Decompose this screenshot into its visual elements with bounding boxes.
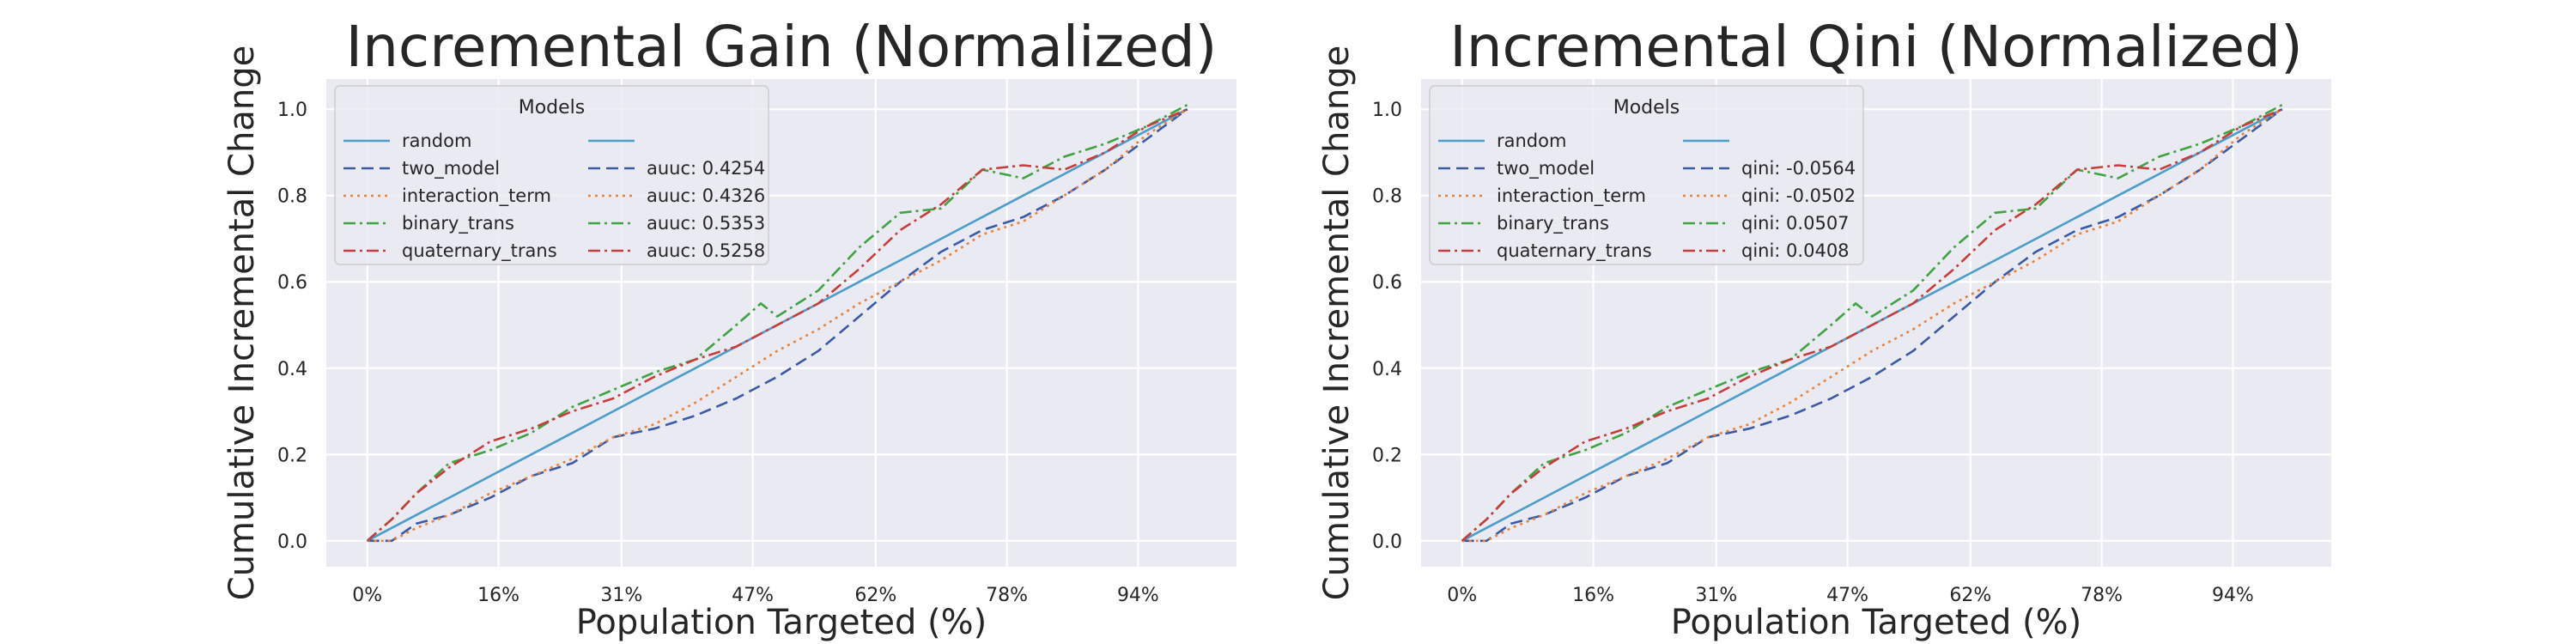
y-tick-label: 0.6 [1372, 272, 1402, 294]
x-tick-label: 47% [732, 585, 774, 606]
x-tick-label: 62% [854, 585, 896, 606]
series-line-quaternary-trans [366, 108, 1188, 542]
legend-entry-label: interaction_term [1497, 185, 1646, 207]
chart-title: Incremental Qini (Normalized) [1449, 14, 2302, 80]
chart-panel-1: 0.0 0.2 0.4 0.6 0.8 1.0 0% 16% 31% 47% 62% 78% 94% In… [222, 14, 1236, 642]
y-axis-label: Cumulative Incremental Change [222, 46, 262, 600]
x-tick-label: 16% [477, 585, 519, 606]
x-tick-label: 0% [352, 585, 382, 606]
series-line-binary-trans [1461, 104, 2283, 542]
y-tick-label: 0.0 [1372, 532, 1402, 553]
legend-entry-label: quaternary_trans [1497, 240, 1652, 262]
legend-score-label: qini: -0.0502 [1741, 185, 1856, 206]
y-tick-label: 0.8 [277, 186, 307, 208]
y-tick-label: 0.2 [1372, 445, 1402, 466]
y-tick-label: 0.4 [277, 359, 307, 380]
chart-title: Incremental Gain (Normalized) [346, 14, 1218, 80]
x-tick-label: 94% [2212, 585, 2254, 606]
x-tick-label: 78% [986, 585, 1028, 606]
series-line-interaction-term [367, 108, 1188, 543]
series-line-quaternary-trans [1461, 108, 2283, 542]
y-axis-label: Cumulative Incremental Change [1317, 46, 1357, 600]
x-tick-label: 16% [1572, 585, 1614, 606]
legend-entry-label: two_model [1497, 158, 1595, 179]
legend-score-label: qini: 0.0408 [1741, 240, 1850, 261]
y-tick-label: 0.4 [1372, 359, 1402, 380]
series-line-two-model [367, 108, 1188, 543]
chart-panel-2: 0.0 0.2 0.4 0.6 0.8 1.0 0% 16% 31% 47% 62% 78% 94% In… [1317, 14, 2331, 642]
x-tick-label: 78% [2081, 585, 2123, 606]
legend-title: Models [1613, 97, 1680, 118]
series-line-two-model [1461, 108, 2283, 543]
legend-entry-label: two_model [402, 158, 500, 179]
legend-frame [334, 85, 769, 265]
legend-score-label: auuc: 0.4326 [647, 185, 765, 206]
y-tick-label: 0.6 [277, 272, 307, 294]
y-tick-label: 1.0 [277, 100, 307, 121]
x-tick-label: 47% [1826, 585, 1868, 606]
legend-score-label: qini: -0.0564 [1741, 158, 1856, 179]
x-axis-label: Population Targeted (%) [1671, 603, 2082, 642]
legend-entry-label: binary_trans [402, 213, 514, 234]
y-tick-label: 1.0 [1372, 100, 1402, 121]
legend: Models random two_model qini: -0.0564 intera… [1429, 85, 1864, 265]
legend-score-label: auuc: 0.5258 [647, 240, 765, 261]
x-tick-label: 0% [1447, 585, 1477, 606]
legend: Models random two_model auuc: 0.4254 interac… [334, 85, 769, 265]
legend-frame [1429, 85, 1864, 265]
x-tick-label: 62% [1949, 585, 1991, 606]
legend-entry-label: binary_trans [1497, 213, 1609, 234]
legend-score-label: qini: 0.0507 [1741, 213, 1850, 234]
series-line-binary-trans [366, 104, 1188, 542]
x-axis-label: Population Targeted (%) [576, 603, 987, 642]
y-tick-label: 0.8 [1372, 186, 1402, 208]
legend-title: Models [519, 97, 586, 118]
x-tick-label: 94% [1117, 585, 1159, 606]
legend-entry-label: quaternary_trans [402, 240, 557, 262]
legend-entry-label: random [1497, 131, 1566, 151]
legend-entry-label: random [402, 131, 471, 151]
legend-score-label: auuc: 0.4254 [647, 158, 765, 179]
legend-score-label: auuc: 0.5353 [647, 213, 765, 234]
y-tick-label: 0.2 [277, 445, 307, 466]
y-tick-label: 0.0 [277, 532, 307, 553]
x-tick-label: 31% [1695, 585, 1737, 606]
series-line-interaction-term [1461, 108, 2283, 543]
x-tick-label: 31% [600, 585, 642, 606]
legend-entry-label: interaction_term [402, 185, 551, 207]
